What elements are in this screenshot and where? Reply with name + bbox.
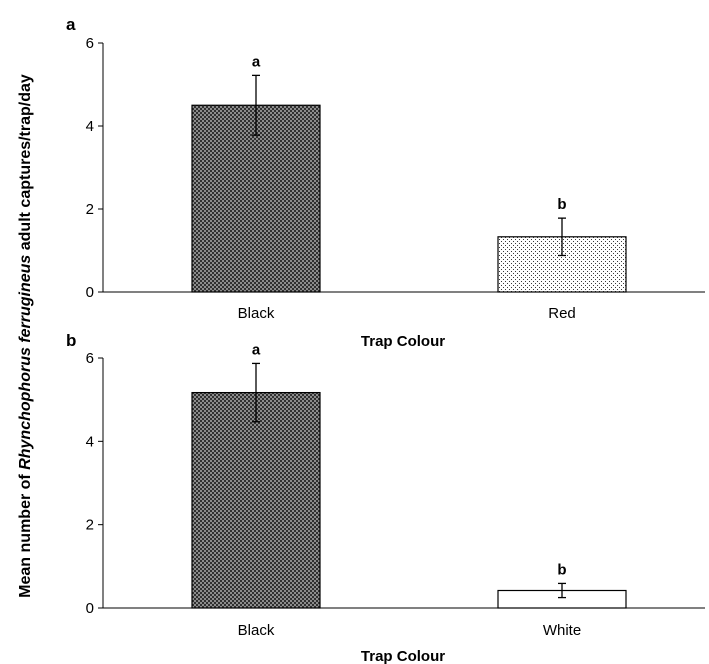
bars: ab bbox=[191, 341, 627, 609]
category-label: Black bbox=[238, 305, 275, 322]
significance-letter: a bbox=[252, 341, 261, 358]
significance-letter: b bbox=[557, 561, 566, 578]
y-tick-label: 2 bbox=[86, 517, 94, 534]
y-tick-label: 0 bbox=[86, 284, 94, 301]
significance-letter: b bbox=[557, 196, 566, 213]
category-label: White bbox=[543, 622, 581, 639]
panel-label: a bbox=[66, 15, 76, 34]
y-tick-label: 4 bbox=[86, 118, 94, 135]
y-axis-title: Mean number of Rhynchophorus ferrugineus… bbox=[17, 74, 34, 598]
y-tick-label: 6 bbox=[86, 350, 94, 367]
y-tick-label: 6 bbox=[86, 35, 94, 52]
panel-label: b bbox=[66, 331, 76, 350]
bars: ab bbox=[191, 53, 627, 293]
category-label: Red bbox=[548, 305, 576, 322]
y-ticks: 0 2 4 6 bbox=[86, 35, 103, 301]
y-ticks: 0 2 4 6 bbox=[86, 350, 103, 617]
category-label: Black bbox=[238, 622, 275, 639]
y-tick-label: 0 bbox=[86, 600, 94, 617]
bar bbox=[191, 391, 321, 609]
y-tick-label: 4 bbox=[86, 433, 94, 450]
x-axis-title: Trap Colour bbox=[361, 333, 445, 350]
y-tick-label: 2 bbox=[86, 201, 94, 218]
bar bbox=[191, 104, 321, 293]
significance-letter: a bbox=[252, 53, 261, 70]
x-axis-title: Trap Colour bbox=[361, 648, 445, 664]
